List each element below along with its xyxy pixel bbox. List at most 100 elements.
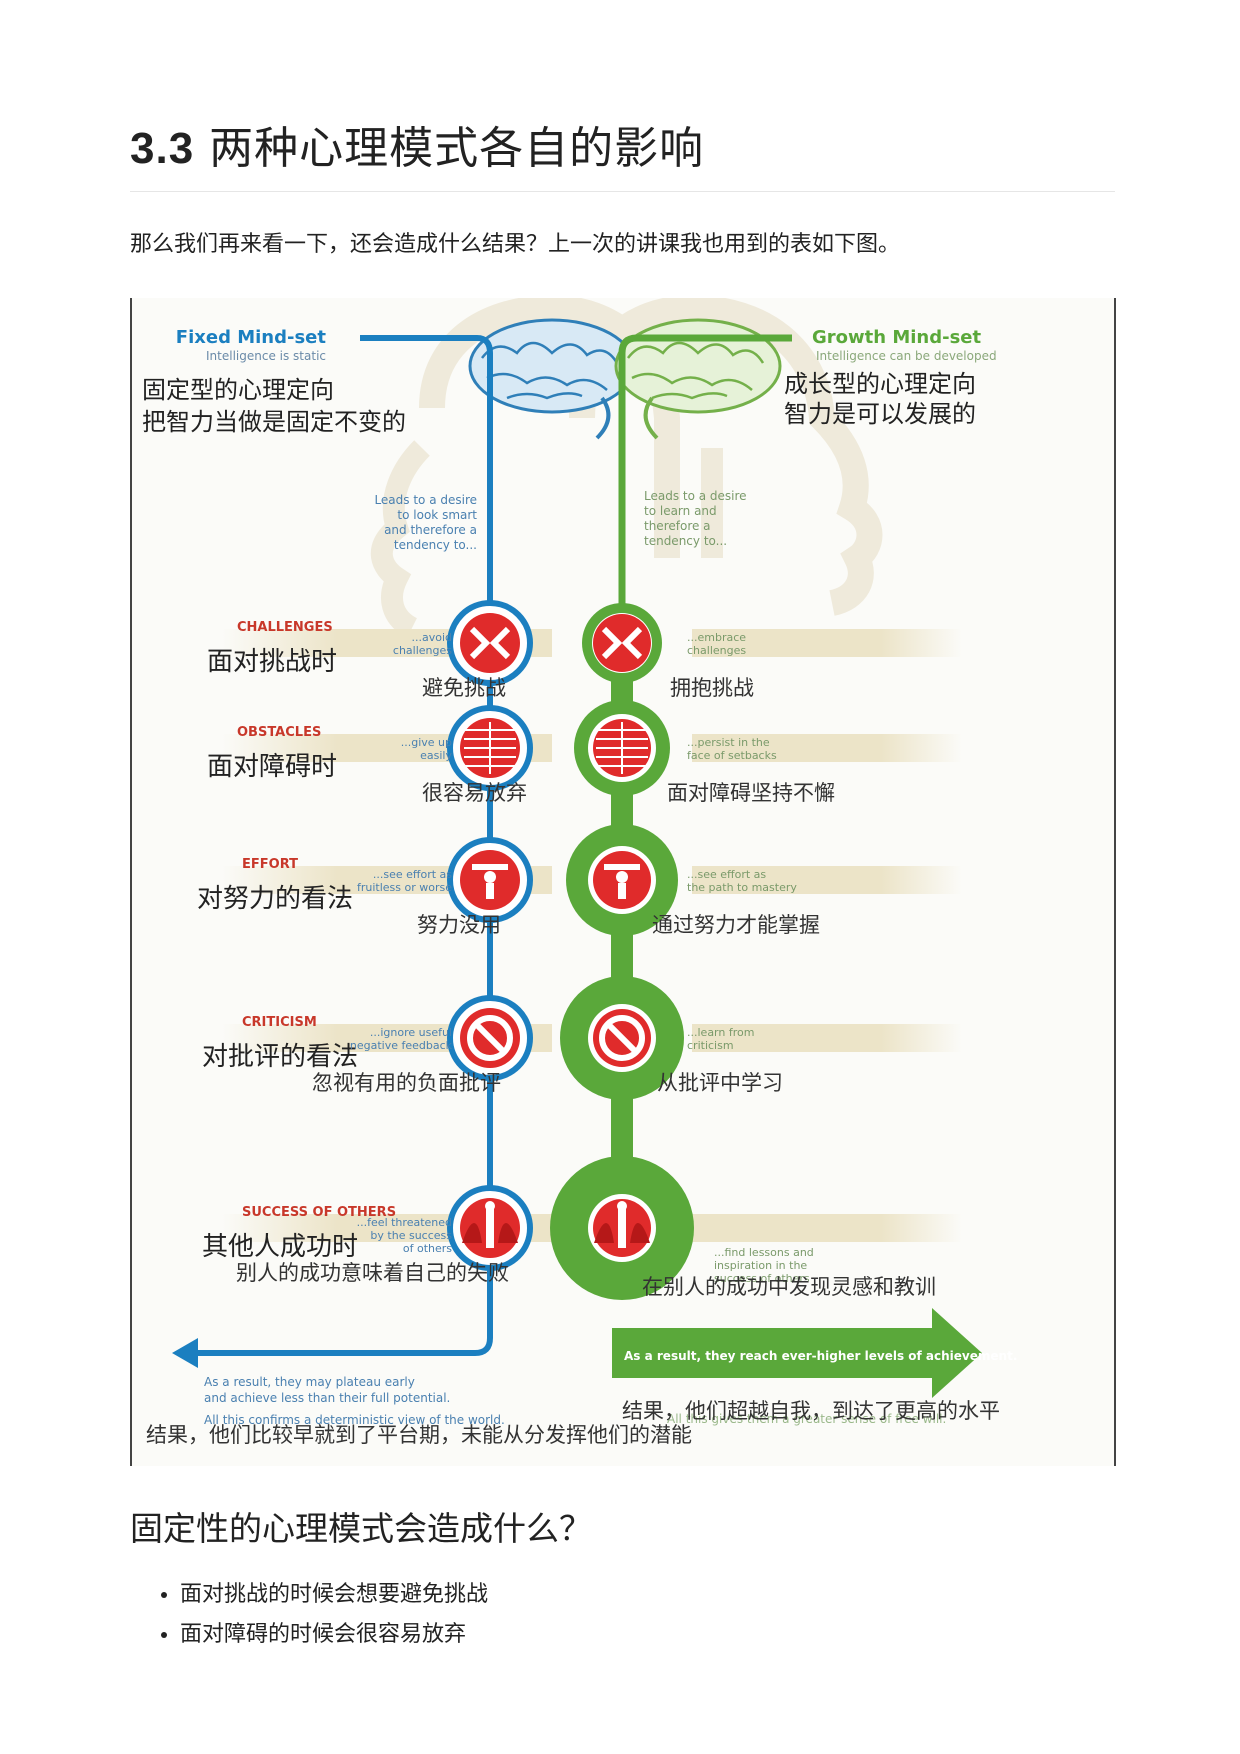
fixed-lead-text: Leads to a desire xyxy=(374,493,477,507)
hand-shape xyxy=(462,1223,518,1243)
no-entry-icon xyxy=(467,1015,513,1061)
fixed-lead-text: tendency to... xyxy=(394,538,477,552)
category-label-zh: 对批评的看法 xyxy=(202,1042,358,1072)
fixed-result-en: As a result, they may plateau early xyxy=(204,1375,415,1389)
green-brain-icon xyxy=(614,318,782,440)
growth-response-en: ...learn from xyxy=(687,1026,754,1039)
fixed-response-en: ...avoid xyxy=(411,631,452,644)
weightlifter-icon xyxy=(604,864,640,899)
growth-result-en: As a result, they reach ever-higher leve… xyxy=(624,1349,1017,1363)
blocked-arrows-icon xyxy=(601,626,643,660)
category-label-zh: 面对挑战时 xyxy=(207,647,337,677)
fixed-response-en: ...ignore useful xyxy=(370,1026,452,1039)
category-label-en: EFFORT xyxy=(242,857,298,872)
fixed-result-en: and achieve less than their full potenti… xyxy=(204,1391,450,1405)
section-title: 两种心理模式各自的影响 xyxy=(209,123,705,174)
category-label-en: CHALLENGES xyxy=(237,620,333,635)
growth-band xyxy=(612,1238,942,1378)
blue-brain-icon xyxy=(468,318,636,440)
growth-response-en: the path to mastery xyxy=(687,881,797,894)
weightlifter-icon xyxy=(472,864,508,899)
fixed-title-en: Fixed Mind-set xyxy=(176,327,327,348)
fixed-response-en: easily xyxy=(420,749,452,762)
band-right xyxy=(692,866,962,894)
figure-body xyxy=(618,1208,626,1248)
fixed-lead-text: and therefore a xyxy=(384,523,477,537)
figure-between-hands-icon xyxy=(594,1201,650,1248)
growth-response-zh: 拥抱挑战 xyxy=(670,676,754,700)
fixed-response-en: challenges xyxy=(393,644,452,657)
growth-response-en: ...embrace xyxy=(687,631,746,644)
growth-response-zh: 通过努力才能掌握 xyxy=(652,913,820,937)
list-item: 面对障碍的时候会很容易放弃 xyxy=(180,1615,488,1655)
growth-title-zh: 成长型的心理定向 xyxy=(784,370,976,398)
growth-subtitle-en: Intelligence can be developed xyxy=(816,349,997,363)
effects-list: 面对挑战的时候会想要避免挑战 面对障碍的时候会很容易放弃 xyxy=(130,1575,488,1655)
fixed-response-en: by the success xyxy=(370,1229,452,1242)
category-label-zh: 对努力的看法 xyxy=(197,884,353,914)
barbell xyxy=(604,864,640,870)
fixed-response-en: negative feedback xyxy=(350,1039,453,1052)
mindset-paths xyxy=(172,334,982,1398)
fixed-response-zh: 忽视有用的负面批评 xyxy=(312,1071,501,1095)
lifter-head xyxy=(616,871,628,883)
growth-response-en: success of others xyxy=(714,1272,810,1285)
no-ring xyxy=(599,1015,645,1061)
fixed-response-en: fruitless or worse xyxy=(357,881,452,894)
growth-lead-text: tendency to... xyxy=(644,534,727,548)
fixed-response-en: of others xyxy=(403,1242,452,1255)
fixed-response-zh: 避免挑战 xyxy=(422,676,506,700)
fixed-path-line xyxy=(192,335,493,1356)
growth-response-en: face of setbacks xyxy=(687,749,777,762)
growth-response-zh: 面对障碍坚持不懈 xyxy=(667,781,835,805)
arrow-stroke xyxy=(469,626,511,660)
lifter-head xyxy=(484,871,496,883)
lifter-body xyxy=(618,883,626,899)
lifter-body xyxy=(486,883,494,899)
brick-wall-icon xyxy=(596,722,648,774)
growth-response-en: ...see effort as xyxy=(687,868,766,881)
no-ring xyxy=(467,1015,513,1061)
growth-lead-text: Leads to a desire xyxy=(644,489,747,503)
fixed-subtitle-en: Intelligence is static xyxy=(206,349,326,363)
fixed-result-zh: 结果，他们比较早就到了平台期，未能从分发挥他们的潜能 xyxy=(146,1423,692,1447)
intro-paragraph: 那么我们再来看一下，还会造成什么结果？上一次的讲课我也用到的表如下图。 xyxy=(130,232,901,257)
fixed-arrowhead xyxy=(172,1338,198,1368)
fixed-response-zh: 努力没用 xyxy=(417,913,501,937)
mindset-infographic: Fixed Mind-set Intelligence is static 固定型的… xyxy=(130,298,1116,1466)
growth-lead-text: to learn and xyxy=(644,504,717,518)
section-number: 3.3 xyxy=(130,124,195,173)
fixed-result-en-2: All this confirms a deterministic view o… xyxy=(204,1413,505,1427)
growth-result-en-2: All this gives them a greater sense of f… xyxy=(667,1412,946,1426)
list-item: 面对挑战的时候会想要避免挑战 xyxy=(180,1575,488,1615)
arrow-stroke xyxy=(601,626,643,660)
growth-subtitle-zh: 智力是可以发展的 xyxy=(784,400,976,428)
growth-response-zh: 从批评中学习 xyxy=(657,1071,783,1095)
growth-lead-text: therefore a xyxy=(644,519,711,533)
category-label-zh: 面对障碍时 xyxy=(207,752,337,782)
fixed-response-en: ...see effort as xyxy=(373,868,452,881)
band-right xyxy=(692,1024,962,1052)
category-label-zh: 其他人成功时 xyxy=(202,1232,358,1262)
no-slash xyxy=(473,1021,507,1055)
fixed-response-zh: 很容易放弃 xyxy=(422,781,527,805)
growth-path-line xyxy=(618,334,792,648)
band-right xyxy=(692,1214,962,1242)
category-icons xyxy=(447,600,694,1300)
category-label-en: CRITICISM xyxy=(242,1015,317,1030)
barbell xyxy=(472,864,508,870)
section-heading: 3.3 两种心理模式各自的影响 xyxy=(130,112,704,176)
growth-response-zh: 在别人的成功中发现灵感和教训 xyxy=(642,1275,936,1299)
no-slash xyxy=(605,1021,639,1055)
fixed-response-zh: 别人的成功意味着自己的失败 xyxy=(236,1261,509,1285)
fixed-title-zh: 固定型的心理定向 xyxy=(142,376,334,404)
no-entry-icon xyxy=(599,1015,645,1061)
growth-arrowhead xyxy=(932,1308,982,1398)
figure-body xyxy=(486,1208,494,1248)
category-label-en: SUCCESS OF OTHERS xyxy=(242,1205,396,1220)
growth-response-en: inspiration in the xyxy=(714,1259,807,1272)
category-label-en: OBSTACLES xyxy=(237,725,321,740)
growth-result-zh: 结果，他们超越自我，到达了更高的水平 xyxy=(622,1399,1000,1423)
